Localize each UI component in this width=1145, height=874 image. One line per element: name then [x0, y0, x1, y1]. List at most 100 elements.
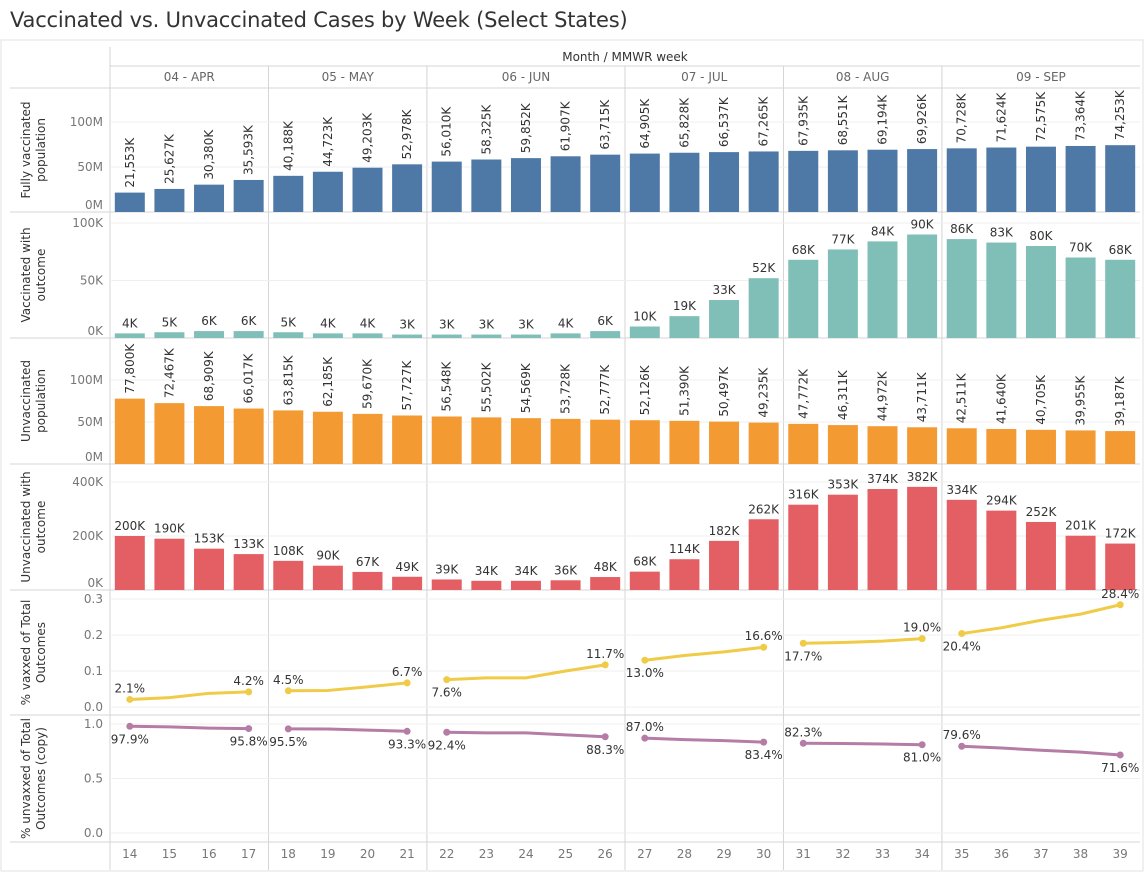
- unvaccinated-with-outcome-bar: [946, 499, 977, 590]
- vaccinated-with-outcome-bar: [867, 241, 898, 338]
- pct-unvaxxed-of-total-outcomes-line: [288, 727, 408, 733]
- fully-vaccinated-population-bar: [352, 167, 383, 212]
- bar-value-label: 68K: [633, 555, 657, 569]
- y-tick-label: 0.1: [84, 664, 103, 678]
- bar-value-label: 54,569K: [519, 362, 533, 413]
- bar-value-label: 4K: [360, 316, 377, 330]
- month-header-05-may: 05 - MAY: [322, 70, 375, 84]
- bar-value-label: 64,905K: [638, 98, 652, 149]
- vaccinated-with-outcome-bar: [431, 334, 462, 338]
- bar-value-label: 44,723K: [321, 116, 335, 167]
- bar-value-label: 3K: [479, 318, 496, 332]
- pct-vaxxed-of-total-outcomes-point: [958, 630, 966, 638]
- pct-unvaxxed-of-total-outcomes-axis-title: % unvaxxed of TotalOutcomes (copy): [19, 718, 48, 839]
- pct-unvaxxed-of-total-outcomes-point: [245, 725, 253, 733]
- x-tick-label-week-21: 21: [399, 847, 414, 861]
- axis-title-line: % unvaxxed of Total: [19, 718, 33, 839]
- bar-value-label: 68,551K: [836, 94, 850, 145]
- unvaccinated-population-bar: [233, 408, 264, 464]
- pct-unvaxxed-of-total-outcomes-point: [958, 742, 966, 750]
- bar-value-label: 153K: [194, 532, 226, 546]
- pct-vaxxed-of-total-outcomes-line: [803, 637, 923, 645]
- unvaccinated-with-outcome-bar: [392, 576, 423, 590]
- axis-title-line: outcome: [34, 501, 48, 554]
- vaccinated-with-outcome-axis-title: Vaccinated withoutcome: [19, 227, 48, 322]
- point-value-label: 16.6%: [745, 629, 783, 643]
- axis-title-line: Fully vaccinated: [19, 101, 33, 198]
- vaccinated-with-outcome-bar: [946, 239, 977, 338]
- axis-title-line: population: [34, 118, 48, 182]
- vaccinated-with-outcome-bar: [194, 331, 225, 338]
- x-tick-label-week-16: 16: [201, 847, 216, 861]
- pct-vaxxed-of-total-outcomes-line: [288, 681, 408, 693]
- bar-value-label: 294K: [986, 494, 1018, 508]
- point-value-label: 71.6%: [1101, 761, 1139, 775]
- bar-value-label: 67K: [356, 555, 380, 569]
- bar-value-label: 47,772K: [796, 368, 810, 419]
- axis-title-line: Vaccinated with: [19, 227, 33, 322]
- point-value-label: 7.6%: [431, 686, 462, 700]
- bar-value-label: 77,800K: [123, 343, 137, 394]
- month-header-08-aug: 08 - AUG: [836, 70, 890, 84]
- axis-title-line: population: [34, 369, 48, 433]
- fully-vaccinated-population-bar: [312, 171, 343, 212]
- bar-value-label: 52,978K: [400, 108, 414, 159]
- fully-vaccinated-population-bar: [669, 152, 700, 212]
- x-tick-label-week-38: 38: [1073, 847, 1088, 861]
- pct-vaxxed-of-total-outcomes-point: [1116, 601, 1124, 609]
- bar-value-label: 72,575K: [1034, 91, 1048, 142]
- bar-value-label: 41,640K: [994, 373, 1008, 424]
- unvaccinated-population-bar: [154, 403, 185, 464]
- bar-value-label: 262K: [748, 502, 780, 516]
- bar-value-label: 39K: [435, 562, 459, 576]
- bar-value-label: 59,852K: [519, 102, 533, 153]
- bar-value-label: 108K: [273, 544, 305, 558]
- fully-vaccinated-population-bar: [1025, 146, 1056, 212]
- bar-value-label: 252K: [1026, 505, 1058, 519]
- fully-vaccinated-population-bar: [510, 158, 541, 212]
- point-value-label: 2.1%: [115, 681, 146, 695]
- vaccinated-with-outcome-bar: [748, 278, 779, 338]
- y-tick-label: 100K: [72, 216, 104, 230]
- y-tick-label: 0K: [87, 324, 104, 338]
- unvaccinated-population-axis-title: Unvaccinatedpopulation: [19, 360, 48, 442]
- unvaccinated-population-bar: [590, 419, 621, 464]
- pct-unvaxxed-of-total-outcomes-point: [601, 733, 609, 741]
- bar-value-label: 52,126K: [638, 364, 652, 415]
- point-value-label: 95.8%: [230, 735, 268, 749]
- unvaccinated-with-outcome-bar: [431, 579, 462, 590]
- fully-vaccinated-population-bar: [114, 192, 145, 212]
- y-tick-label: 1.0: [84, 717, 103, 731]
- y-tick-label: 0.3: [84, 592, 103, 606]
- pct-unvaxxed-of-total-outcomes-point: [1116, 751, 1124, 759]
- unvaccinated-with-outcome-bar: [194, 548, 225, 590]
- vaccinated-with-outcome-bar: [1105, 259, 1136, 338]
- unvaccinated-population-bar: [709, 421, 740, 464]
- unvaccinated-population-bar: [114, 398, 145, 464]
- vaccinated-with-outcome-bar: [233, 331, 264, 338]
- point-value-label: 93.3%: [388, 737, 426, 751]
- bar-value-label: 19K: [673, 299, 697, 313]
- bar-value-label: 21,553K: [123, 137, 137, 188]
- point-value-label: 87.0%: [626, 720, 664, 734]
- bar-value-label: 3K: [439, 318, 456, 332]
- y-tick-label: 200K: [72, 529, 104, 543]
- bar-value-label: 84K: [871, 224, 895, 238]
- fully-vaccinated-population-bar: [709, 152, 740, 212]
- x-tick-label-week-33: 33: [875, 847, 890, 861]
- fully-vaccinated-population-bar: [788, 150, 819, 212]
- y-tick-label: 0.2: [84, 628, 103, 642]
- bar-value-label: 190K: [154, 522, 186, 536]
- x-tick-label-week-15: 15: [162, 847, 177, 861]
- bar-value-label: 71,624K: [994, 92, 1008, 143]
- unvaccinated-population-bar: [669, 420, 700, 464]
- point-value-label: 4.2%: [233, 674, 264, 688]
- axis-title-line: Outcomes (copy): [34, 727, 48, 830]
- pct-vaxxed-of-total-outcomes-point: [284, 687, 292, 695]
- pct-vaxxed-of-total-outcomes-point: [403, 679, 411, 687]
- vaccinated-with-outcome-bar: [312, 333, 343, 338]
- vaccinated-with-outcome-bar: [669, 316, 700, 338]
- axis-title-line: outcome: [34, 249, 48, 302]
- vaccinated-with-outcome-bar: [154, 332, 185, 338]
- x-tick-label-week-17: 17: [241, 847, 256, 861]
